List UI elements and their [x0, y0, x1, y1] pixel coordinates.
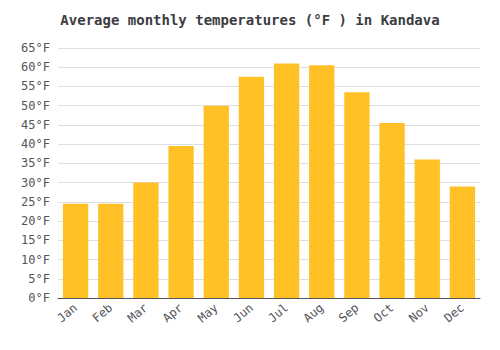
svg-text:Nov: Nov — [406, 301, 432, 326]
svg-text:15°F: 15°F — [21, 233, 50, 247]
svg-text:25°F: 25°F — [21, 195, 50, 209]
svg-text:30°F: 30°F — [21, 176, 50, 190]
svg-text:55°F: 55°F — [21, 79, 50, 93]
svg-text:10°F: 10°F — [21, 253, 50, 267]
svg-text:20°F: 20°F — [21, 214, 50, 228]
svg-text:Mar: Mar — [125, 301, 151, 326]
svg-text:Jul: Jul — [265, 301, 291, 326]
svg-text:Sep: Sep — [336, 301, 362, 326]
svg-text:65°F: 65°F — [21, 41, 50, 55]
svg-text:40°F: 40°F — [21, 137, 50, 151]
svg-text:35°F: 35°F — [21, 156, 50, 170]
svg-text:Jun: Jun — [230, 301, 256, 326]
svg-text:May: May — [195, 301, 221, 326]
svg-text:Apr: Apr — [160, 301, 186, 326]
svg-text:0°F: 0°F — [28, 291, 50, 305]
svg-text:50°F: 50°F — [21, 99, 50, 113]
svg-text:Oct: Oct — [371, 301, 397, 326]
svg-text:Aug: Aug — [301, 301, 327, 326]
svg-text:Dec: Dec — [441, 301, 467, 326]
svg-text:Average monthly temperatures (: Average monthly temperatures (°F ) in Ka… — [60, 12, 439, 28]
svg-text:5°F: 5°F — [28, 272, 50, 286]
svg-text:Feb: Feb — [90, 301, 116, 326]
svg-text:Jan: Jan — [54, 301, 80, 326]
svg-text:60°F: 60°F — [21, 60, 50, 74]
svg-text:45°F: 45°F — [21, 118, 50, 132]
